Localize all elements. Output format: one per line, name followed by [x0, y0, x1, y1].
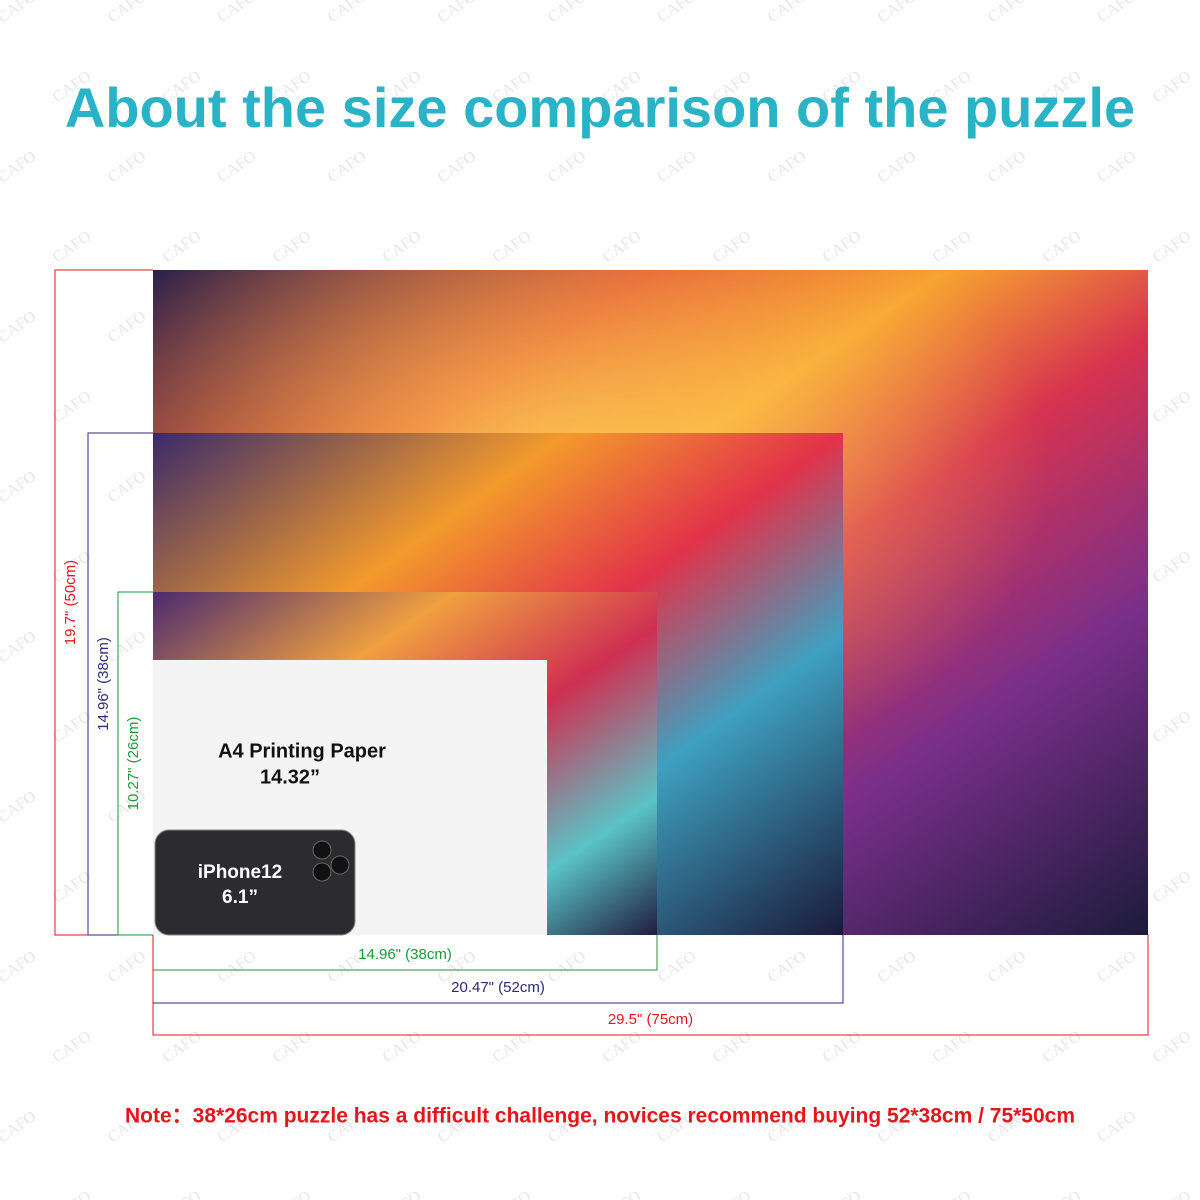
- watermark: CAFO: [765, 948, 810, 986]
- watermark: CAFO: [1095, 1108, 1140, 1146]
- watermark: CAFO: [1150, 388, 1195, 426]
- watermark: CAFO: [380, 1028, 425, 1066]
- watermark: CAFO: [545, 0, 590, 26]
- watermark: CAFO: [0, 308, 39, 346]
- watermark: CAFO: [50, 1028, 95, 1066]
- watermark: CAFO: [985, 0, 1030, 26]
- watermark: CAFO: [600, 228, 645, 266]
- watermark: CAFO: [435, 148, 480, 186]
- watermark: CAFO: [655, 0, 700, 26]
- watermark: CAFO: [435, 0, 480, 26]
- dimension-label: 20.47" (52cm): [451, 979, 545, 996]
- dimension-lines: 19.7" (50cm) 14.96" (38cm) 10.27" (26cm) 14…: [54, 269, 1149, 1036]
- watermark: CAFO: [1040, 1028, 1085, 1066]
- dimension-label: 14.96" (38cm): [358, 946, 452, 963]
- watermark: CAFO: [930, 1028, 975, 1066]
- watermark: CAFO: [160, 1028, 205, 1066]
- phone-camera: [312, 862, 332, 882]
- paper-label: A4 Printing Paper: [218, 740, 386, 762]
- watermark: CAFO: [930, 1188, 975, 1200]
- watermark: CAFO: [0, 788, 39, 826]
- watermark: CAFO: [1095, 948, 1140, 986]
- watermark: CAFO: [820, 1188, 865, 1200]
- watermark: CAFO: [270, 228, 315, 266]
- watermark: CAFO: [325, 0, 370, 26]
- watermark: CAFO: [105, 148, 150, 186]
- watermark: CAFO: [985, 948, 1030, 986]
- phone-label: iPhone12: [198, 862, 282, 883]
- watermark: CAFO: [490, 1188, 535, 1200]
- watermark: CAFO: [160, 1188, 205, 1200]
- watermark: CAFO: [215, 0, 260, 26]
- watermark: CAFO: [655, 148, 700, 186]
- phone-size: 6.1”: [222, 887, 258, 908]
- watermark: CAFO: [105, 0, 150, 26]
- dimension-label: 14.96" (38cm): [95, 637, 112, 731]
- dimension-line: [117, 591, 153, 936]
- watermark: CAFO: [0, 948, 39, 986]
- watermark: CAFO: [820, 1028, 865, 1066]
- watermark: CAFO: [765, 148, 810, 186]
- watermark: CAFO: [1150, 548, 1195, 586]
- watermark: CAFO: [105, 948, 150, 986]
- dimension-label: 29.5" (75cm): [608, 1011, 693, 1028]
- watermark: CAFO: [985, 148, 1030, 186]
- watermark: CAFO: [50, 228, 95, 266]
- watermark: CAFO: [380, 1188, 425, 1200]
- dimension-line: [152, 935, 1149, 1036]
- watermark: CAFO: [325, 148, 370, 186]
- watermark: CAFO: [545, 148, 590, 186]
- watermark: CAFO: [1150, 228, 1195, 266]
- watermark: CAFO: [1040, 1188, 1085, 1200]
- watermark: CAFO: [105, 468, 150, 506]
- watermark: CAFO: [270, 1188, 315, 1200]
- phone: [154, 829, 356, 936]
- watermark: CAFO: [930, 228, 975, 266]
- watermark: CAFO: [875, 148, 920, 186]
- watermark: CAFO: [215, 948, 260, 986]
- watermark: CAFO: [710, 228, 755, 266]
- watermark: CAFO: [820, 228, 865, 266]
- watermark: CAFO: [1095, 0, 1140, 26]
- dimension-label: 19.7" (50cm): [62, 560, 79, 645]
- watermark: CAFO: [270, 1028, 315, 1066]
- watermark: CAFO: [160, 228, 205, 266]
- watermark: CAFO: [1150, 1028, 1195, 1066]
- watermark: CAFO: [875, 0, 920, 26]
- paper-size: 14.32”: [260, 766, 320, 788]
- watermark: CAFO: [490, 1028, 535, 1066]
- watermark: CAFO: [0, 148, 39, 186]
- watermark: CAFO: [765, 0, 810, 26]
- watermark: CAFO: [215, 148, 260, 186]
- note: Note：38*26cm puzzle has a difficult chal…: [125, 1105, 1075, 1128]
- watermark: CAFO: [1040, 228, 1085, 266]
- watermark: CAFO: [875, 948, 920, 986]
- title: About the size comparison of the puzzle: [65, 76, 1135, 139]
- watermark: CAFO: [600, 1028, 645, 1066]
- phone-camera: [312, 840, 332, 860]
- phone-camera: [330, 855, 350, 875]
- watermark: CAFO: [1095, 148, 1140, 186]
- watermark: CAFO: [380, 228, 425, 266]
- watermark: CAFO: [0, 1108, 39, 1146]
- watermark: CAFO: [105, 308, 150, 346]
- watermark: CAFO: [490, 228, 535, 266]
- watermark: CAFO: [710, 1188, 755, 1200]
- watermark: CAFO: [0, 0, 39, 26]
- watermark: CAFO: [1150, 1188, 1195, 1200]
- watermark: CAFO: [50, 388, 95, 426]
- watermark: CAFO: [545, 948, 590, 986]
- watermark: CAFO: [1150, 708, 1195, 746]
- watermark: CAFO: [50, 1188, 95, 1200]
- dimension-label: 10.27" (26cm): [125, 717, 142, 811]
- watermark: CAFO: [0, 468, 39, 506]
- watermark: CAFO: [0, 628, 39, 666]
- watermark: CAFO: [1150, 68, 1195, 106]
- watermark: CAFO: [655, 948, 700, 986]
- watermark: CAFO: [600, 1188, 645, 1200]
- watermark: CAFO: [710, 1028, 755, 1066]
- watermark: CAFO: [1150, 868, 1195, 906]
